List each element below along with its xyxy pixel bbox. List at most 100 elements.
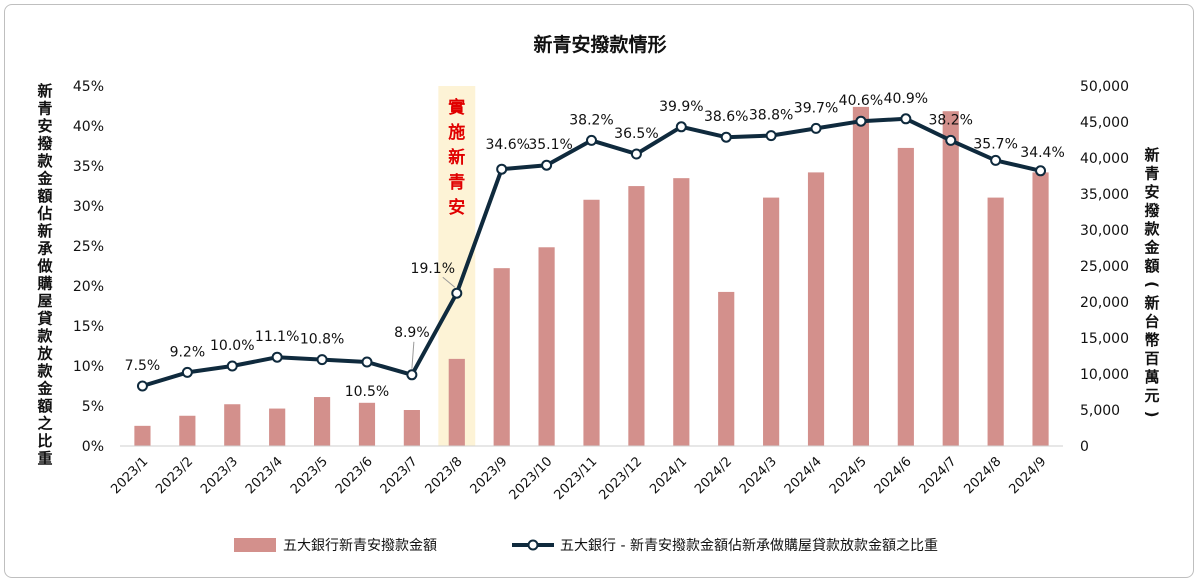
- line-data-label: 39.9%: [659, 99, 703, 115]
- line-point: [271, 351, 283, 363]
- left-axis-title-char: 之: [37, 415, 52, 433]
- line-data-label: 7.5%: [125, 358, 161, 374]
- x-tick-label: 2023/3: [198, 454, 241, 497]
- left-tick-label: 35%: [73, 159, 104, 175]
- line-point: [765, 130, 777, 142]
- left-axis-title-char: 款: [37, 362, 53, 380]
- right-axis-title-char: 新: [1144, 294, 1159, 312]
- line-point: [720, 131, 732, 143]
- annotation-char: 青: [448, 172, 465, 193]
- bar: [763, 197, 780, 446]
- bar: [807, 172, 825, 446]
- x-tick-label: 2023/4: [243, 454, 286, 497]
- right-tick-label: 10,000: [1080, 367, 1129, 383]
- left-tick-label: 25%: [73, 239, 104, 255]
- line-point: [630, 148, 642, 160]
- line-data-label: 19.1%: [411, 261, 455, 277]
- bar: [673, 178, 690, 446]
- line-data-label: 10.5%: [345, 384, 389, 400]
- bar: [1032, 172, 1049, 446]
- right-tick-label: 20,000: [1080, 295, 1129, 311]
- line-data-label: 9.2%: [170, 344, 206, 360]
- bar: [269, 408, 286, 446]
- right-tick-label: 15,000: [1080, 331, 1129, 347]
- bar: [403, 410, 420, 446]
- bar: [224, 404, 241, 446]
- left-axis-title-char: 款: [37, 327, 53, 345]
- right-tick-label: 30,000: [1080, 223, 1129, 239]
- bar: [313, 397, 331, 446]
- left-axis-title-char: 新: [37, 82, 52, 100]
- right-tick-label: 25,000: [1080, 259, 1129, 275]
- x-tick-label: 2023/10: [507, 454, 556, 503]
- line-point: [675, 121, 687, 133]
- bar: [852, 106, 870, 446]
- bar: [493, 268, 510, 446]
- line-data-label: 35.7%: [973, 136, 1017, 152]
- right-axis-title-char: 撥: [1144, 202, 1160, 220]
- line-data-label: 10.8%: [300, 332, 344, 348]
- right-tick-label: 40,000: [1080, 151, 1129, 167]
- annotation-char: 實: [448, 97, 465, 118]
- left-tick-label: 20%: [73, 279, 104, 295]
- right-tick-label: 45,000: [1080, 115, 1129, 131]
- line-point: [810, 122, 822, 134]
- line-point: [900, 113, 912, 125]
- line-data-label: 38.2%: [928, 112, 972, 128]
- left-tick-label: 45%: [73, 79, 104, 95]
- x-tick-label: 2023/12: [596, 454, 645, 503]
- right-axis-title-char: 安: [1144, 183, 1159, 201]
- right-tick-label: 0: [1080, 439, 1089, 455]
- right-axis-title-char: 幣: [1144, 331, 1159, 349]
- right-axis-title-char: ): [1143, 411, 1161, 418]
- x-tick-label: 2024/4: [782, 454, 825, 497]
- legend-bar-swatch: [234, 538, 276, 552]
- annotation-char: 安: [448, 197, 465, 218]
- left-axis-title-char: 承: [37, 240, 52, 258]
- bar: [358, 402, 376, 446]
- x-tick-label: 2023/6: [333, 454, 376, 497]
- left-axis-title-char: 額: [36, 397, 52, 415]
- left-axis-title-char: 放: [36, 345, 53, 363]
- line-data-label: 8.9%: [394, 325, 430, 341]
- line-point: [990, 154, 1002, 166]
- right-tick-label: 50,000: [1080, 79, 1129, 95]
- right-axis-title-char: 金: [1143, 239, 1160, 257]
- line-point: [1035, 165, 1047, 177]
- line-data-label: 38.8%: [749, 108, 793, 124]
- line-point: [855, 115, 867, 127]
- left-axis-title-char: 青: [37, 100, 52, 118]
- bar: [942, 111, 959, 446]
- left-axis-title-char: 屋: [37, 292, 52, 310]
- bar: [628, 186, 645, 446]
- left-tick-label: 10%: [73, 359, 104, 375]
- right-tick-label: 35,000: [1080, 187, 1129, 203]
- label-leader-line: [442, 276, 456, 288]
- x-tick-label: 2023/5: [288, 454, 331, 497]
- left-axis-title-char: 金: [36, 170, 53, 188]
- chart-frame: [4, 4, 1194, 578]
- line-point: [945, 134, 957, 146]
- line-data-label: 39.7%: [794, 100, 838, 116]
- x-tick-label: 2024/9: [1006, 454, 1049, 497]
- line-data-label: 10.0%: [210, 338, 254, 354]
- right-tick-label: 5,000: [1080, 403, 1120, 419]
- line-point: [136, 380, 148, 392]
- line-point: [361, 356, 373, 368]
- left-axis-title-char: 重: [37, 450, 52, 468]
- line-data-label: 40.9%: [884, 91, 928, 107]
- left-axis-title-char: 新: [37, 222, 52, 240]
- left-axis-title-char: 比: [37, 432, 52, 450]
- bar: [718, 291, 735, 446]
- bar: [448, 358, 465, 446]
- right-axis-title-char: 百: [1144, 350, 1159, 368]
- right-axis-title-char: 萬: [1144, 368, 1159, 386]
- left-axis-title-char: 貸: [37, 310, 52, 328]
- x-tick-label: 2023/11: [552, 454, 601, 503]
- chart-title: 新青安撥款情形: [533, 33, 666, 56]
- annotation-char: 新: [448, 147, 465, 168]
- line-point: [226, 360, 238, 372]
- left-axis-title-char: 購: [36, 275, 52, 293]
- bar: [134, 425, 151, 446]
- right-axis-title-char: 台: [1144, 313, 1159, 331]
